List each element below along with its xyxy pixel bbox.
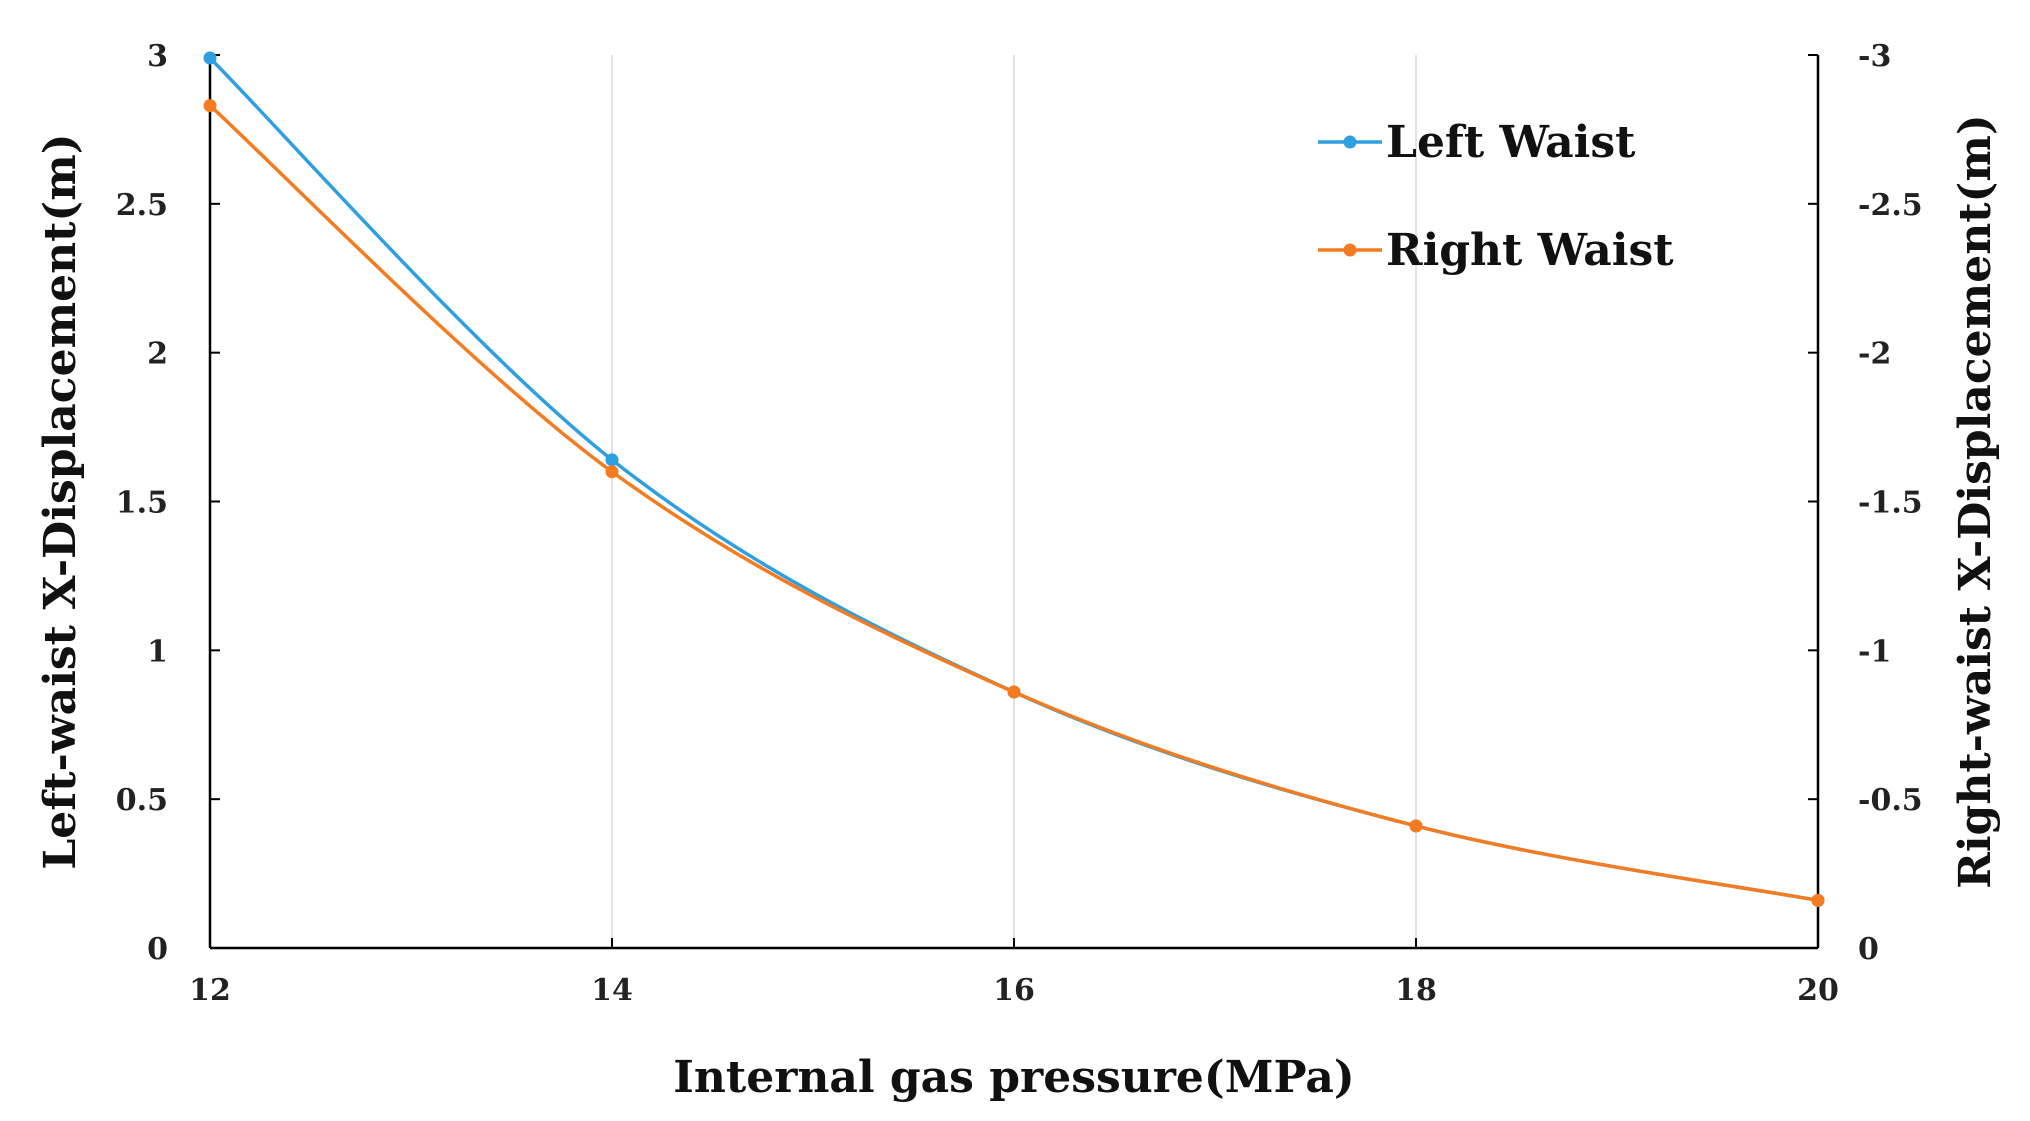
y-tick-label: 2	[147, 337, 168, 372]
legend-item-left-waist: Left Waist	[1318, 117, 1636, 168]
x-tick-label: 14	[591, 973, 633, 1008]
y-tick-label: 2.5	[116, 188, 168, 223]
y-axis-title: Left-waist X-Displacement(m)	[35, 133, 86, 869]
tick-labels: 12 14 16 18 20 0 0.5 1 1.5 2 2.5 3 0 -0.5 -1 -1.5 -2 -2.5…	[116, 39, 1923, 1008]
y2-tick-label: 0	[1858, 932, 1879, 967]
y2-tick-label: -0.5	[1858, 783, 1923, 818]
x-tick-label: 12	[189, 973, 231, 1008]
y-tick-label: 0	[147, 932, 168, 967]
y2-tick-label: -2.5	[1858, 188, 1923, 223]
y2-tick-label: -1	[1858, 634, 1891, 669]
data-point-right-waist	[1007, 685, 1021, 699]
legend-marker-right-waist	[1343, 243, 1357, 257]
legend-label-left-waist: Left Waist	[1386, 117, 1636, 168]
y2-tick-label: -3	[1858, 39, 1891, 74]
y2-tick-label: -1.5	[1858, 486, 1923, 521]
y-tick-label: 3	[147, 39, 168, 74]
x-axis-title: Internal gas pressure(MPa)	[673, 1052, 1354, 1103]
y2-tick-label: -2	[1858, 337, 1891, 372]
legend-marker-left-waist	[1343, 135, 1357, 149]
data-point-left-waist	[605, 453, 619, 467]
legend: Left Waist Right Waist	[1318, 117, 1674, 276]
data-point-right-waist	[605, 465, 619, 479]
data-point-right-waist	[1409, 819, 1423, 833]
y-tick-label: 1.5	[116, 486, 168, 521]
series-lines	[203, 51, 1825, 907]
y-tick-label: 0.5	[116, 783, 168, 818]
x-tick-label: 20	[1797, 973, 1839, 1008]
axes	[208, 54, 1820, 950]
series-line-right-waist	[208, 104, 1819, 903]
x-tick-label: 18	[1395, 973, 1437, 1008]
data-point-right-waist	[203, 99, 217, 113]
y2-axis-title: Right-waist X-Displacement(m)	[1950, 114, 2001, 888]
y-tick-label: 1	[147, 634, 168, 669]
grid-lines	[611, 55, 1417, 948]
data-point-right-waist	[1811, 893, 1825, 907]
x-tick-label: 16	[993, 973, 1035, 1008]
legend-label-right-waist: Right Waist	[1386, 225, 1674, 276]
legend-item-right-waist: Right Waist	[1318, 225, 1674, 276]
data-point-left-waist	[203, 51, 217, 65]
